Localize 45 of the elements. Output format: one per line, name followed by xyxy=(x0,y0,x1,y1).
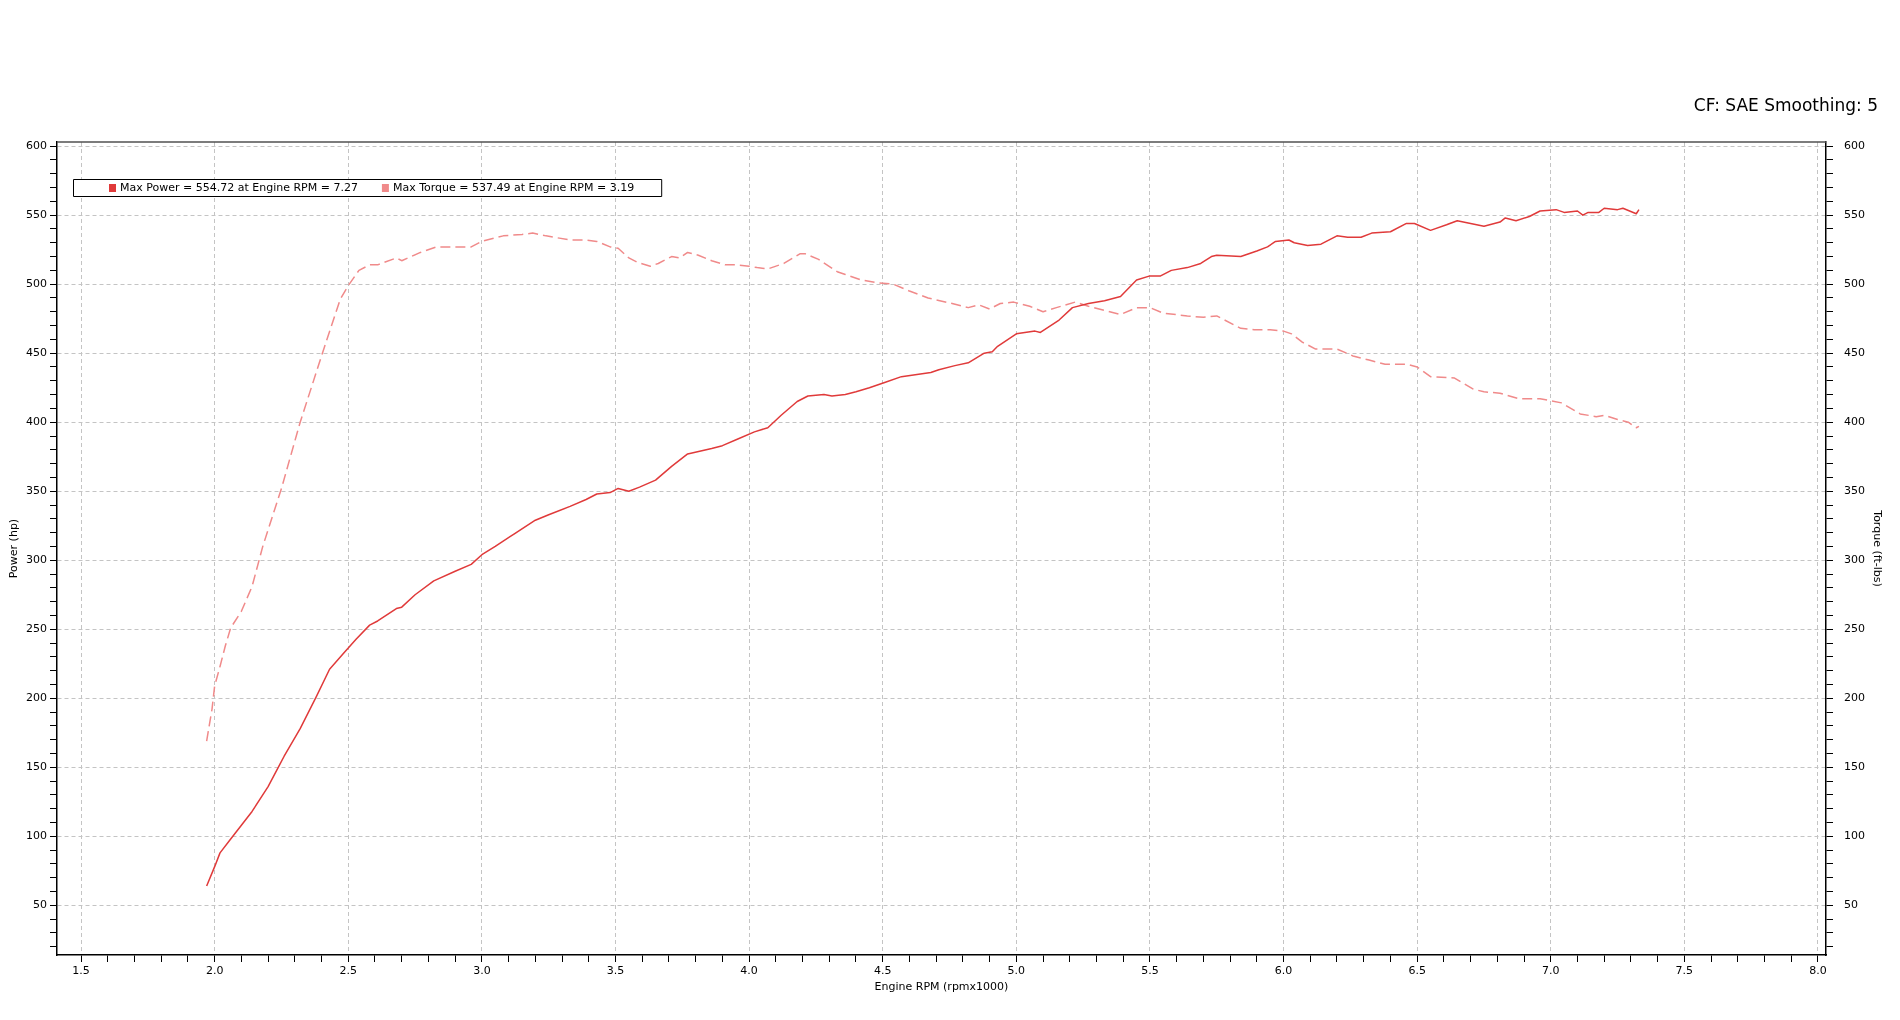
x-tick-label: 6.5 xyxy=(1408,964,1426,978)
x-tick-label: 4.0 xyxy=(740,964,758,978)
y2-tick-label: 300 xyxy=(1844,553,1865,567)
y-tick-label: 600 xyxy=(26,139,47,152)
x-tick-label: 4.5 xyxy=(873,964,892,978)
x-tick-label: 7.0 xyxy=(1542,964,1560,978)
x-tick-label: 5.0 xyxy=(1007,964,1026,978)
line-series xyxy=(205,232,1640,742)
y-tick-label: 550 xyxy=(26,208,47,222)
y2-tick-label: 200 xyxy=(1844,691,1865,705)
x-axis-title: Engine RPM (rpmx1000) xyxy=(874,980,1009,994)
y2-tick-label: 150 xyxy=(1844,760,1865,774)
y-tick-label: 150 xyxy=(26,760,47,774)
x-tick-label: 8.0 xyxy=(1809,964,1827,978)
y-tick-label: 100 xyxy=(26,829,47,843)
y2-tick-label: 250 xyxy=(1844,622,1865,636)
y2-tick-label: 50 xyxy=(1844,898,1858,912)
x-tick-label: 3.0 xyxy=(473,964,491,978)
y2-tick-label: 550 xyxy=(1844,208,1865,222)
y2-tick-label: 100 xyxy=(1844,829,1865,843)
x-tick-label: 5.5 xyxy=(1141,964,1159,978)
y-tick-label: 500 xyxy=(26,277,47,291)
x-tick-label: 7.5 xyxy=(1675,964,1694,978)
x-tick-label: 2.5 xyxy=(339,964,358,978)
legend-label: Max Power = 554.72 at Engine RPM = 7.27 xyxy=(120,180,358,194)
y-tick-label: 300 xyxy=(26,553,47,567)
x-tick-label: 6.0 xyxy=(1274,964,1293,978)
x-tick-label: 2.0 xyxy=(205,964,224,978)
y-axis-title: Power (hp) xyxy=(7,518,21,579)
y-tick-label: 350 xyxy=(26,484,47,498)
y-tick-label: 50 xyxy=(33,898,47,912)
y2-tick-label: 350 xyxy=(1844,484,1865,498)
x-tick-label: 1.5 xyxy=(72,964,90,978)
y-tick-label: 400 xyxy=(26,415,47,429)
x-tick-label: 3.5 xyxy=(606,964,625,978)
legend-label: Max Torque = 537.49 at Engine RPM = 3.19 xyxy=(392,180,635,194)
y-tick-label: 450 xyxy=(26,346,47,360)
y2-tick-label: 600 xyxy=(1844,139,1865,152)
text: CF: SAE Smoothing: 5 xyxy=(1693,95,1878,116)
y-tick-label: 250 xyxy=(26,622,47,636)
y2-tick-label: 500 xyxy=(1844,277,1865,291)
y2-axis-title: Torque (ft-lbs) xyxy=(1870,509,1884,587)
y2-tick-label: 400 xyxy=(1844,415,1865,429)
y-tick-label: 200 xyxy=(26,691,47,705)
y2-tick-label: 450 xyxy=(1844,346,1865,360)
